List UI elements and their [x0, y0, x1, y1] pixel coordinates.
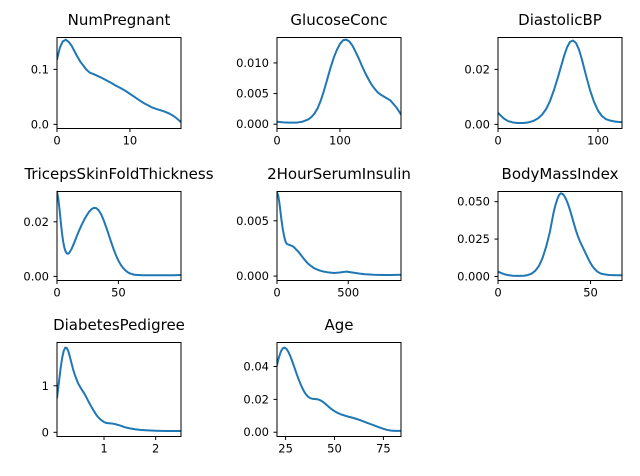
subplot-title: TricepsSkinFoldThickness: [24, 165, 214, 183]
svg-text:0.02: 0.02: [243, 392, 269, 406]
svg-text:0.000: 0.000: [236, 117, 269, 131]
svg-text:0.025: 0.025: [457, 232, 490, 246]
svg-text:0.000: 0.000: [236, 269, 269, 283]
svg-text:25: 25: [278, 442, 293, 456]
kde-plot-svg: 0 50 0.000 0.025 0.050: [457, 191, 623, 300]
kde-plot-svg: 0 50 0.00 0.02: [23, 190, 182, 300]
kde-plot-svg: 1 2 0 1: [42, 342, 182, 456]
svg-text:0: 0: [494, 134, 501, 148]
svg-text:10: 10: [123, 134, 138, 148]
subplot-glucoseconc: GlucoseConc 0 100 0.000 0.005 0.010: [220, 10, 413, 156]
subplot-title: 2HourSerumInsulin: [267, 165, 411, 183]
svg-text:1: 1: [100, 442, 107, 456]
subplot-diabetespedigree: DiabetesPedigree 1 2 0 1: [0, 315, 193, 465]
subplot-title: GlucoseConc: [290, 11, 388, 29]
svg-text:0.005: 0.005: [236, 214, 269, 228]
subplot-tricepsskinfoldthickness: TricepsSkinFoldThickness 0 50 0.00 0.02: [0, 164, 213, 308]
svg-text:0.00: 0.00: [243, 425, 269, 439]
svg-text:0.00: 0.00: [23, 269, 49, 283]
svg-text:100: 100: [329, 134, 351, 148]
svg-text:50: 50: [583, 286, 598, 300]
svg-text:0: 0: [53, 134, 60, 148]
subplot-numpregnant: NumPregnant 0 10 0.0 0.1: [0, 10, 193, 156]
subplot-diastolicbp: DiastolicBP 0 100 0.00 0.02: [441, 10, 634, 156]
svg-text:75: 75: [376, 442, 391, 456]
subplot-title: DiastolicBP: [518, 11, 602, 29]
svg-text:0.0: 0.0: [31, 117, 49, 131]
svg-text:0.00: 0.00: [464, 117, 490, 131]
kde-plot-svg: 0 100 0.00 0.02: [464, 37, 623, 148]
svg-text:50: 50: [111, 286, 126, 300]
svg-text:0: 0: [273, 286, 280, 300]
svg-text:0.050: 0.050: [457, 195, 490, 209]
subplot-title: NumPregnant: [67, 11, 171, 29]
svg-text:500: 500: [337, 286, 359, 300]
svg-text:0: 0: [42, 425, 49, 439]
svg-text:0.010: 0.010: [236, 56, 269, 70]
subplot-age: Age 25 50 75 0.00 0.02 0.04: [220, 315, 413, 465]
svg-text:50: 50: [327, 442, 342, 456]
svg-text:1: 1: [42, 379, 49, 393]
svg-text:2: 2: [152, 442, 159, 456]
subplot-bodymassindex: BodyMassIndex 0 50 0.000 0.025 0.050: [441, 164, 634, 308]
svg-text:0.02: 0.02: [23, 215, 49, 229]
svg-text:0: 0: [273, 134, 280, 148]
kde-plot-svg: 0 500 0.000 0.005: [236, 191, 402, 300]
subplot-title: BodyMassIndex: [501, 165, 619, 183]
svg-text:100: 100: [587, 134, 609, 148]
subplot-title: Age: [324, 316, 354, 334]
svg-text:0.005: 0.005: [236, 87, 269, 101]
subplot-title: DiabetesPedigree: [53, 316, 185, 334]
svg-text:0.1: 0.1: [31, 62, 49, 76]
kde-plot-svg: 0 100 0.000 0.005 0.010: [236, 37, 402, 148]
svg-text:0: 0: [53, 286, 60, 300]
kde-plot-svg: 0 10 0.0 0.1: [31, 37, 182, 148]
subplot-2hourseruminsulin: 2HourSerumInsulin 0 500 0.000 0.005: [220, 164, 413, 308]
svg-text:0.04: 0.04: [243, 359, 269, 373]
svg-text:0: 0: [494, 286, 501, 300]
kde-plot-svg: 25 50 75 0.00 0.02 0.04: [243, 342, 402, 456]
svg-text:0.02: 0.02: [464, 62, 490, 76]
svg-text:0.000: 0.000: [457, 269, 490, 283]
